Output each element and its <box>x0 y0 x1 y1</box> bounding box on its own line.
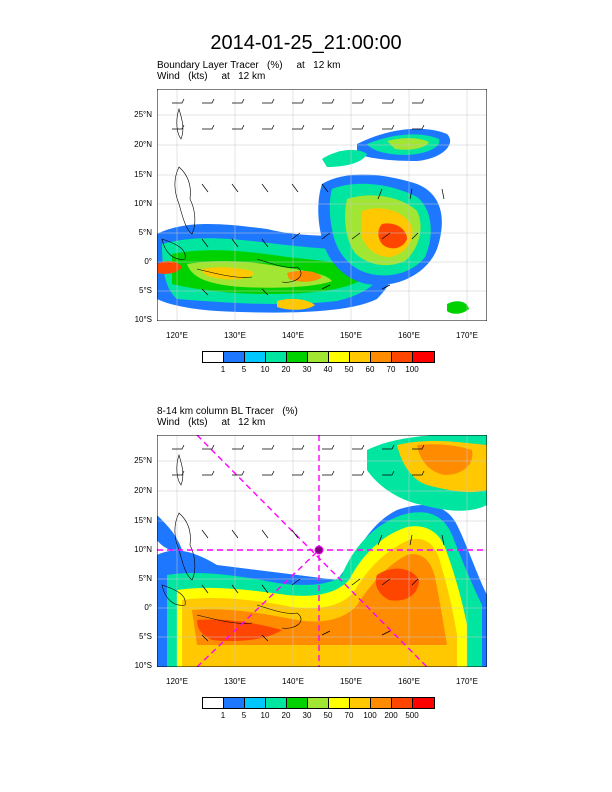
colorbar-swatch <box>413 352 434 362</box>
lon-label: 160°E <box>398 677 420 686</box>
lon-label: 160°E <box>398 331 420 340</box>
colorbar-swatch <box>245 352 266 362</box>
colorbar-label: 1 <box>220 365 226 374</box>
lon-label: 150°E <box>340 677 362 686</box>
colorbar-label: 20 <box>281 365 291 374</box>
lat-label: 5°N <box>138 574 152 583</box>
colorbar-label: 200 <box>384 711 398 720</box>
lat-label: 0° <box>144 603 152 612</box>
colorbar-label: 5 <box>241 365 247 374</box>
lat-label: 10°N <box>134 545 152 554</box>
lat-label: 25°N <box>134 456 152 465</box>
colorbar-swatch <box>203 698 224 708</box>
colorbar-label: 50 <box>323 711 333 720</box>
colorbar-swatch <box>329 352 350 362</box>
lon-label: 150°E <box>340 331 362 340</box>
colorbar-swatch <box>287 352 308 362</box>
colorbar-label: 40 <box>323 365 333 374</box>
colorbar-label: 10 <box>260 711 270 720</box>
panel1-wind-barbs <box>172 98 445 296</box>
lat-label: 5°S <box>139 632 152 641</box>
colorbar-swatch <box>287 698 308 708</box>
colorbar-label: 20 <box>281 711 291 720</box>
panel1-tracer-field <box>157 128 469 314</box>
colorbar-swatch <box>371 352 392 362</box>
colorbar-swatch <box>392 352 413 362</box>
lon-label: 140°E <box>282 331 304 340</box>
colorbar-swatch <box>245 698 266 708</box>
lat-label: 10°N <box>134 199 152 208</box>
lat-label: 5°N <box>138 228 152 237</box>
panel2-tracer-field <box>157 435 487 667</box>
lat-label: 20°N <box>134 486 152 495</box>
panel2-map <box>157 435 487 667</box>
lat-label: 10°S <box>134 661 152 670</box>
colorbar-label: 50 <box>344 365 354 374</box>
colorbar-swatch <box>266 352 287 362</box>
colorbar-swatch <box>266 698 287 708</box>
panel1-colorbar <box>202 351 435 363</box>
colorbar-label: 1 <box>220 711 226 720</box>
panel1-subtitle-2: Wind (kts) at 12 km <box>157 71 266 82</box>
lon-label: 120°E <box>166 677 188 686</box>
colorbar-label: 500 <box>405 711 419 720</box>
panel2-subtitle-2: Wind (kts) at 12 km <box>157 417 266 428</box>
colorbar-swatch <box>371 698 392 708</box>
lon-label: 130°E <box>224 331 246 340</box>
panel2-coastlines <box>161 454 302 629</box>
lat-label: 15°N <box>134 516 152 525</box>
colorbar-label: 5 <box>241 711 247 720</box>
colorbar-swatch <box>392 698 413 708</box>
colorbar-label: 30 <box>302 365 312 374</box>
lon-label: 170°E <box>456 677 478 686</box>
colorbar-label: 100 <box>363 711 377 720</box>
page-title: 2014-01-25_21:00:00 <box>210 32 402 54</box>
colorbar-swatch <box>308 352 329 362</box>
colorbar-swatch <box>329 698 350 708</box>
colorbar-label: 70 <box>344 711 354 720</box>
colorbar-label: 30 <box>302 711 312 720</box>
panel2-gridlines <box>157 435 487 667</box>
lat-label: 20°N <box>134 140 152 149</box>
lon-label: 130°E <box>224 677 246 686</box>
colorbar-label: 60 <box>365 365 375 374</box>
lon-label: 120°E <box>166 331 188 340</box>
panel1-map <box>157 89 487 321</box>
lat-label: 10°S <box>134 315 152 324</box>
lat-label: 0° <box>144 257 152 266</box>
panel1-gridlines <box>157 89 487 321</box>
colorbar-label: 70 <box>386 365 396 374</box>
panel1-subtitle-1: Boundary Layer Tracer (%) at 12 km <box>157 60 341 71</box>
lon-label: 170°E <box>456 331 478 340</box>
panel2-colorbar <box>202 697 435 709</box>
colorbar-label: 100 <box>405 365 419 374</box>
colorbar-label: 10 <box>260 365 270 374</box>
panel1-coastlines <box>161 108 302 283</box>
colorbar-swatch <box>350 698 371 708</box>
colorbar-swatch <box>224 352 245 362</box>
colorbar-swatch <box>308 698 329 708</box>
colorbar-swatch <box>413 698 434 708</box>
colorbar-swatch <box>224 698 245 708</box>
panel2-wind-barbs <box>172 444 445 642</box>
lon-label: 140°E <box>282 677 304 686</box>
lat-label: 15°N <box>134 170 152 179</box>
lat-label: 5°S <box>139 286 152 295</box>
colorbar-swatch <box>203 352 224 362</box>
panel2-storm-marker <box>314 545 324 555</box>
lat-label: 25°N <box>134 110 152 119</box>
colorbar-swatch <box>350 352 371 362</box>
panel2-subtitle-1: 8-14 km column BL Tracer (%) <box>157 406 298 417</box>
